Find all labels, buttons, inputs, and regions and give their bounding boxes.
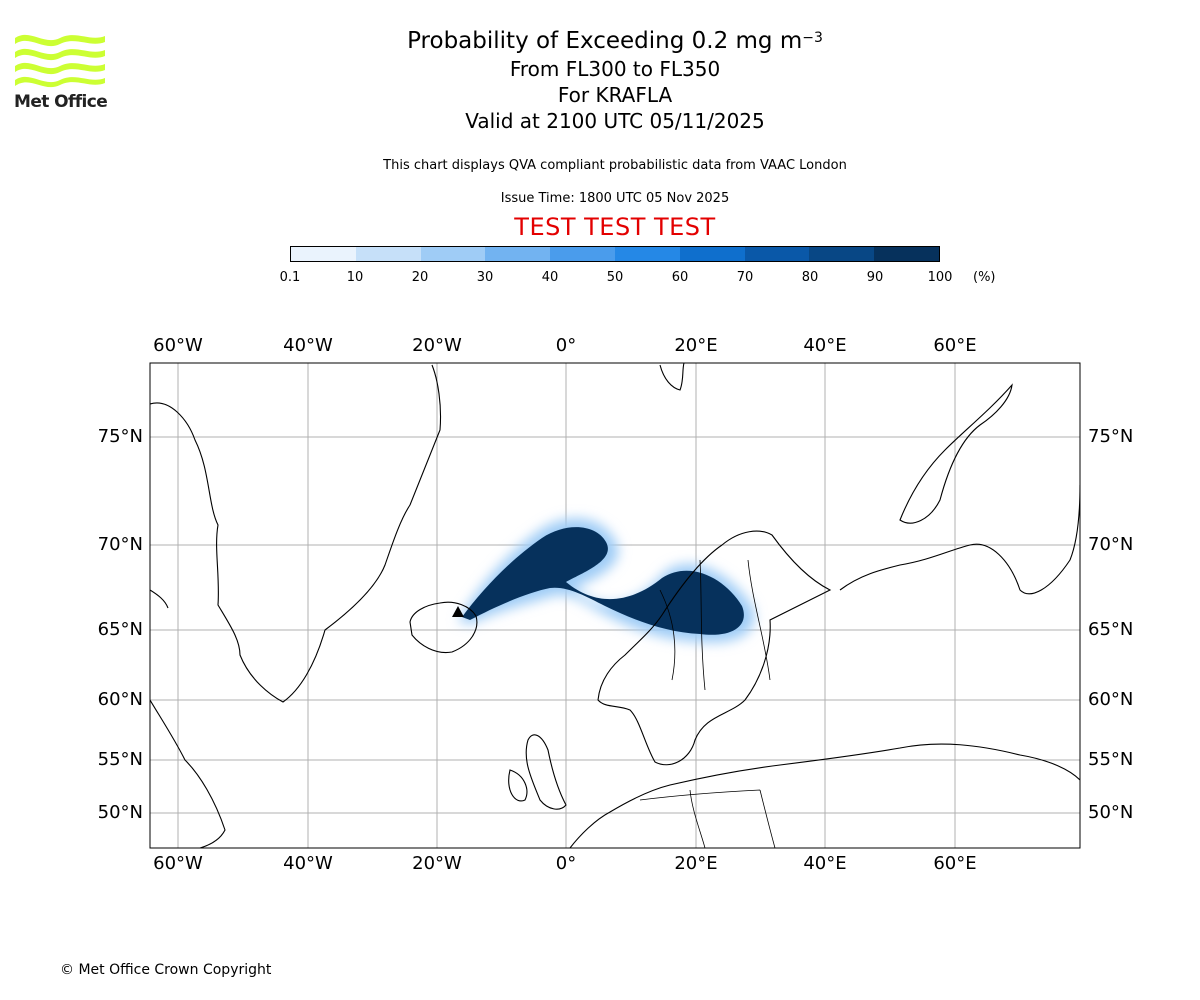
longitude-label: 60°E <box>933 335 977 356</box>
central-europe-borders <box>639 789 776 848</box>
colorbar-segment <box>874 247 939 261</box>
longitude-label: 60°W <box>153 853 203 874</box>
colorbar-tick-label: 90 <box>866 270 884 285</box>
ash-plume <box>458 518 755 643</box>
europe-russia-coast <box>569 743 1080 848</box>
longitude-label: 40°W <box>283 853 333 874</box>
latitude-label: 55°N <box>1088 749 1134 770</box>
colorbar-tick-label: 40 <box>541 270 559 285</box>
novaya-zemlya-coast <box>899 383 1013 524</box>
latitude-label: 75°N <box>1088 426 1134 447</box>
colorbar-tick-label: 100 <box>927 270 953 285</box>
test-banner: TEST TEST TEST <box>514 213 716 241</box>
colorbar-tick-label: 30 <box>476 270 494 285</box>
graticule <box>150 363 1080 848</box>
longitude-label: 20°W <box>412 335 462 356</box>
longitude-label: 0° <box>555 335 577 356</box>
met-office-logo: Met Office <box>14 30 110 112</box>
colorbar-segment <box>550 247 615 261</box>
latitude-label: 50°N <box>1088 802 1134 823</box>
met-office-waves-icon <box>15 34 105 88</box>
title-main: Probability of Exceeding 0.2 mg m <box>407 28 803 54</box>
colorbar-segment <box>614 247 680 261</box>
colorbar-tick-label: 0.1 <box>279 270 301 285</box>
latitude-label: 65°N <box>97 619 143 640</box>
colorbar-tick-label: 60 <box>671 270 689 285</box>
border-finland-russia <box>747 559 771 681</box>
longitude-label: 20°W <box>412 853 462 874</box>
border-norway-sweden <box>659 589 676 681</box>
iceland-coast <box>409 601 478 654</box>
latitude-label: 75°N <box>97 426 143 447</box>
longitude-label: 0° <box>555 853 577 874</box>
longitude-label: 20°E <box>674 335 718 356</box>
scandinavia-coast <box>597 530 832 766</box>
colorbar-segment <box>291 247 356 261</box>
colorbar-tick-label: 80 <box>801 270 819 285</box>
colorbar-tick-label: 20 <box>411 270 429 285</box>
latitude-label: 60°N <box>1088 689 1134 710</box>
colorbar-tick-label: 50 <box>606 270 624 285</box>
longitude-label: 60°W <box>153 335 203 356</box>
colorbar-tick-label: 70 <box>736 270 754 285</box>
colorbar-segment <box>420 247 486 261</box>
colorbar-segment <box>485 247 551 261</box>
map-frame <box>149 362 1081 849</box>
greenland-coast <box>150 364 442 703</box>
latitude-label: 55°N <box>97 749 143 770</box>
title-superscript: −3 <box>802 30 823 46</box>
longitude-label: 40°E <box>803 853 847 874</box>
labrador-coast <box>150 699 226 848</box>
ireland-coast <box>508 769 528 802</box>
plume-high-probability <box>462 527 744 635</box>
colorbar-unit: (%) <box>973 270 996 285</box>
longitude-label: 20°E <box>674 853 718 874</box>
flight-level-range: From FL300 to FL350 <box>509 57 721 81</box>
latitude-label: 65°N <box>1088 619 1134 640</box>
colorbar-segment <box>679 247 745 261</box>
arctic-russia-coast <box>839 484 1080 595</box>
coastlines <box>150 363 1080 848</box>
copyright-notice: © Met Office Crown Copyright <box>60 962 272 978</box>
colorbar-segment <box>809 247 875 261</box>
volcano-name: For KRAFLA <box>557 83 673 107</box>
valid-time: Valid at 2100 UTC 05/11/2025 <box>465 109 765 133</box>
baffin-coast <box>150 589 169 609</box>
longitude-label: 40°W <box>283 335 333 356</box>
colorbar-segment <box>744 247 810 261</box>
britain-coast <box>525 734 567 810</box>
issue-time: Issue Time: 1800 UTC 05 Nov 2025 <box>500 191 730 206</box>
border-sweden-finland <box>699 559 706 691</box>
longitude-label: 40°E <box>803 335 847 356</box>
latitude-label: 70°N <box>97 534 143 555</box>
latitude-label: 70°N <box>1088 534 1134 555</box>
longitude-label: 60°E <box>933 853 977 874</box>
svalbard-coast <box>659 363 685 391</box>
latitude-label: 60°N <box>97 689 143 710</box>
title-block: Probability of Exceeding 0.2 mg m−3 From… <box>0 26 1200 134</box>
chart-title: Probability of Exceeding 0.2 mg m−3 <box>0 26 1200 56</box>
colorbar-segment <box>355 247 421 261</box>
colorbar-tick-label: 10 <box>346 270 364 285</box>
volcano-marker <box>452 606 464 617</box>
colorbar <box>290 246 940 262</box>
latitude-label: 50°N <box>97 802 143 823</box>
logo-text: Met Office <box>14 92 108 112</box>
country-borders <box>639 559 776 848</box>
volcano-triangle-icon <box>452 606 464 617</box>
disclaimer-note: This chart displays QVA compliant probab… <box>383 158 847 173</box>
